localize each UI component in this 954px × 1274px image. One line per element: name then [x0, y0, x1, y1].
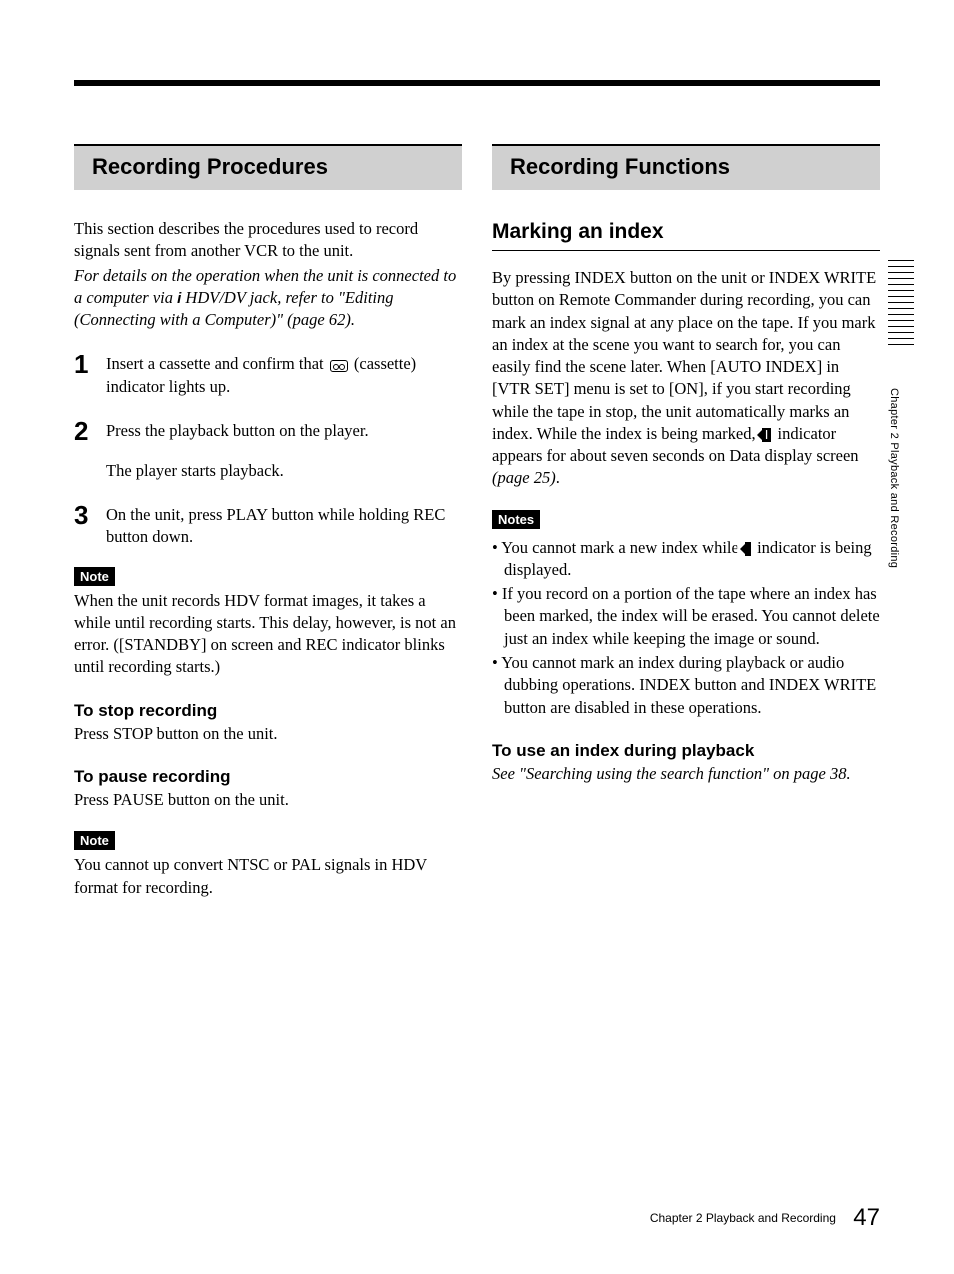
- note-label: Note: [74, 831, 115, 850]
- step1-text-a: Insert a cassette and confirm that: [106, 354, 328, 373]
- cassette-icon: [330, 360, 348, 372]
- para-seg-a: By pressing INDEX button on the unit or …: [492, 268, 876, 443]
- note-label: Note: [74, 567, 115, 586]
- step-number: 2: [74, 416, 106, 444]
- step-2-body: Press the playback button on the player.: [106, 416, 369, 442]
- step-2: 2 Press the playback button on the playe…: [74, 416, 462, 444]
- thumb-index-lines: [888, 260, 914, 348]
- stop-recording-text: Press STOP button on the unit.: [74, 723, 462, 745]
- pause-recording-heading: To pause recording: [74, 767, 462, 787]
- stop-recording-heading: To stop recording: [74, 701, 462, 721]
- section-heading-recording-functions: Recording Functions: [492, 144, 880, 190]
- notes-label: Notes: [492, 510, 540, 529]
- step-number: 1: [74, 349, 106, 377]
- page-ref: (page 25): [492, 468, 556, 487]
- step-1: 1 Insert a cassette and confirm that (ca…: [74, 349, 462, 398]
- para-seg-d: .: [556, 468, 560, 487]
- section-heading-recording-procedures: Recording Procedures: [74, 144, 462, 190]
- step-2-sub: The player starts playback.: [106, 460, 462, 482]
- step-1-body: Insert a cassette and confirm that (cass…: [106, 349, 462, 398]
- list-item: You cannot mark an index during playback…: [492, 652, 880, 719]
- pause-recording-text: Press PAUSE button on the unit.: [74, 789, 462, 811]
- page-body: Recording Procedures This section descri…: [0, 0, 954, 901]
- footer-chapter: Chapter 2 Playback and Recording: [650, 1211, 836, 1225]
- step-3: 3 On the unit, press PLAY button while h…: [74, 500, 462, 549]
- notes-bullet-list: You cannot mark a new index while I indi…: [492, 537, 880, 719]
- index-marker-icon: I: [745, 542, 751, 556]
- cross-ref-paragraph: For details on the operation when the un…: [74, 265, 462, 332]
- note-2-text: You cannot up convert NTSC or PAL signal…: [74, 854, 462, 899]
- page-footer: Chapter 2 Playback and Recording 47: [650, 1204, 880, 1232]
- use-index-heading: To use an index during playback: [492, 741, 880, 761]
- list-item: If you record on a portion of the tape w…: [492, 583, 880, 650]
- step-number: 3: [74, 500, 106, 528]
- list-item: You cannot mark a new index while I indi…: [492, 537, 880, 582]
- page-number: 47: [853, 1204, 880, 1231]
- marking-index-heading: Marking an index: [492, 220, 880, 251]
- note-1-text: When the unit records HDV format images,…: [74, 590, 462, 679]
- step-3-body: On the unit, press PLAY button while hol…: [106, 500, 462, 549]
- side-tab-inner: Chapter 2 Playback and Recording: [888, 260, 914, 568]
- side-chapter-label: Chapter 2 Playback and Recording: [888, 388, 900, 568]
- intro-paragraph: This section describes the procedures us…: [74, 218, 462, 263]
- bullet1-a: You cannot mark a new index while: [501, 538, 743, 557]
- index-marker-icon: I: [762, 428, 772, 442]
- left-column: Recording Procedures This section descri…: [74, 144, 462, 901]
- use-index-crossref: See "Searching using the search function…: [492, 763, 880, 785]
- side-tab: Chapter 2 Playback and Recording: [888, 260, 914, 568]
- two-column-layout: Recording Procedures This section descri…: [74, 144, 880, 901]
- right-column: Recording Functions Marking an index By …: [492, 144, 880, 901]
- marking-index-paragraph: By pressing INDEX button on the unit or …: [492, 267, 880, 490]
- top-rule: [74, 80, 880, 86]
